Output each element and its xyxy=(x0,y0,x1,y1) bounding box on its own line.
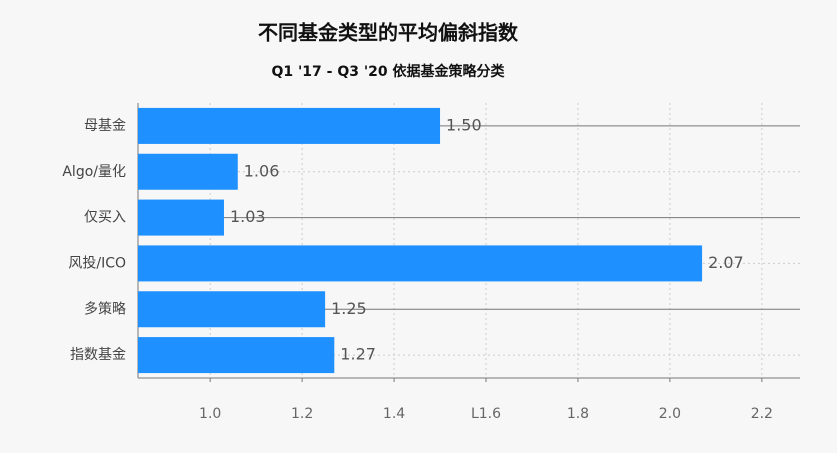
bar xyxy=(138,291,326,328)
y-tick-label: 仅买入 xyxy=(84,210,126,226)
x-tick-label: 2.2 xyxy=(751,406,773,422)
chart-title: 不同基金类型的平均偏斜指数 xyxy=(258,21,519,45)
y-tick-label: 风投/ICO xyxy=(68,255,126,271)
bar xyxy=(138,199,224,236)
x-tick-label: 1.4 xyxy=(383,406,405,422)
value-label: 1.25 xyxy=(331,299,367,318)
value-label: 1.06 xyxy=(244,161,280,180)
y-tick-label: 多策略 xyxy=(84,300,126,317)
chart-subtitle: Q1 '17 - Q3 '20 依据基金策略分类 xyxy=(271,63,505,80)
x-tick-label: 1.0 xyxy=(199,406,221,422)
value-label: 1.03 xyxy=(230,207,266,226)
y-tick-label: Algo/量化 xyxy=(62,164,126,180)
bar xyxy=(138,337,335,374)
x-tick-label: 1.2 xyxy=(291,406,313,422)
x-tick-label: L1.6 xyxy=(471,406,501,422)
y-tick-label: 指数基金 xyxy=(70,346,126,363)
y-tick-label: 母基金 xyxy=(84,117,126,134)
value-label: 1.50 xyxy=(446,115,482,134)
value-label: 2.07 xyxy=(708,253,744,272)
bar xyxy=(138,153,238,190)
x-tick-label: 1.8 xyxy=(567,406,589,422)
value-label: 1.27 xyxy=(340,345,376,364)
bar xyxy=(138,107,441,144)
x-tick-label: 2.0 xyxy=(659,406,681,422)
bar xyxy=(138,245,703,282)
